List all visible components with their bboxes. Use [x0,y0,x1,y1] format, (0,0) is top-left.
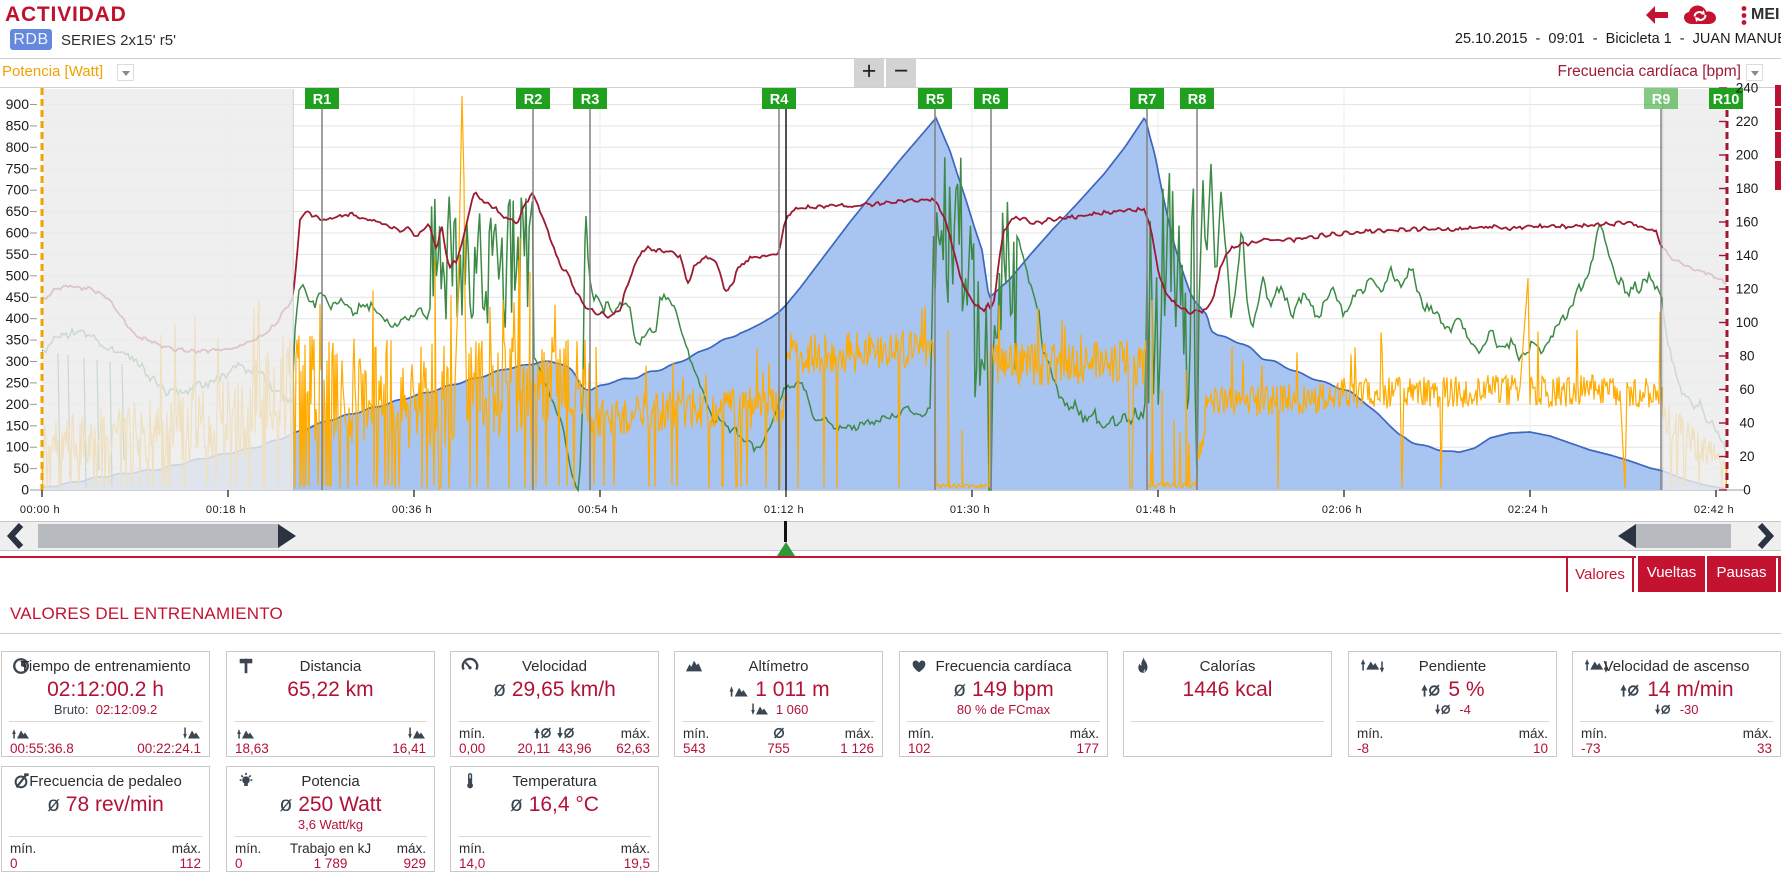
svg-text:00:54 h: 00:54 h [578,504,618,516]
svg-text:20: 20 [1739,449,1754,464]
svg-text:120: 120 [1736,282,1759,297]
svg-text:240: 240 [1736,81,1759,96]
svg-text:02:24 h: 02:24 h [1508,504,1548,516]
svg-text:300: 300 [6,353,30,369]
svg-text:R4: R4 [770,92,789,108]
svg-text:450: 450 [6,289,30,305]
svg-text:50: 50 [13,460,29,476]
svg-text:140: 140 [1736,248,1759,263]
svg-text:R6: R6 [982,92,1001,108]
svg-text:600: 600 [6,225,30,241]
svg-text:01:12 h: 01:12 h [764,504,804,516]
svg-text:800: 800 [6,139,30,155]
svg-text:60: 60 [1739,382,1754,397]
svg-text:00:36 h: 00:36 h [392,504,432,516]
svg-text:200: 200 [1736,148,1759,163]
svg-text:350: 350 [6,332,30,348]
svg-text:40: 40 [1739,416,1754,431]
svg-text:150: 150 [6,417,30,433]
svg-text:100: 100 [6,439,30,455]
svg-text:R3: R3 [581,92,600,108]
svg-text:550: 550 [6,246,30,262]
svg-text:0: 0 [21,482,29,498]
svg-text:01:48 h: 01:48 h [1136,504,1176,516]
svg-text:500: 500 [6,267,30,283]
svg-text:00:18 h: 00:18 h [206,504,246,516]
svg-text:400: 400 [6,310,30,326]
svg-text:100: 100 [1736,315,1759,330]
svg-text:0: 0 [1743,483,1751,498]
svg-text:R7: R7 [1138,92,1157,108]
svg-text:850: 850 [6,117,30,133]
svg-text:750: 750 [6,160,30,176]
svg-text:R10: R10 [1713,92,1740,108]
svg-text:02:06 h: 02:06 h [1322,504,1362,516]
svg-text:220: 220 [1736,114,1759,129]
svg-text:00:00 h: 00:00 h [20,504,60,516]
svg-text:900: 900 [6,96,30,112]
svg-text:02:42 h: 02:42 h [1694,504,1734,516]
svg-text:160: 160 [1736,215,1759,230]
svg-text:250: 250 [6,374,30,390]
svg-text:R2: R2 [524,92,543,108]
svg-text:200: 200 [6,396,30,412]
svg-text:R5: R5 [926,92,945,108]
svg-text:180: 180 [1736,181,1759,196]
svg-text:R1: R1 [313,92,332,108]
svg-text:80: 80 [1739,349,1754,364]
svg-text:R8: R8 [1188,92,1207,108]
svg-text:01:30 h: 01:30 h [950,504,990,516]
svg-text:R9: R9 [1652,92,1671,108]
svg-text:700: 700 [6,182,30,198]
svg-text:650: 650 [6,203,30,219]
